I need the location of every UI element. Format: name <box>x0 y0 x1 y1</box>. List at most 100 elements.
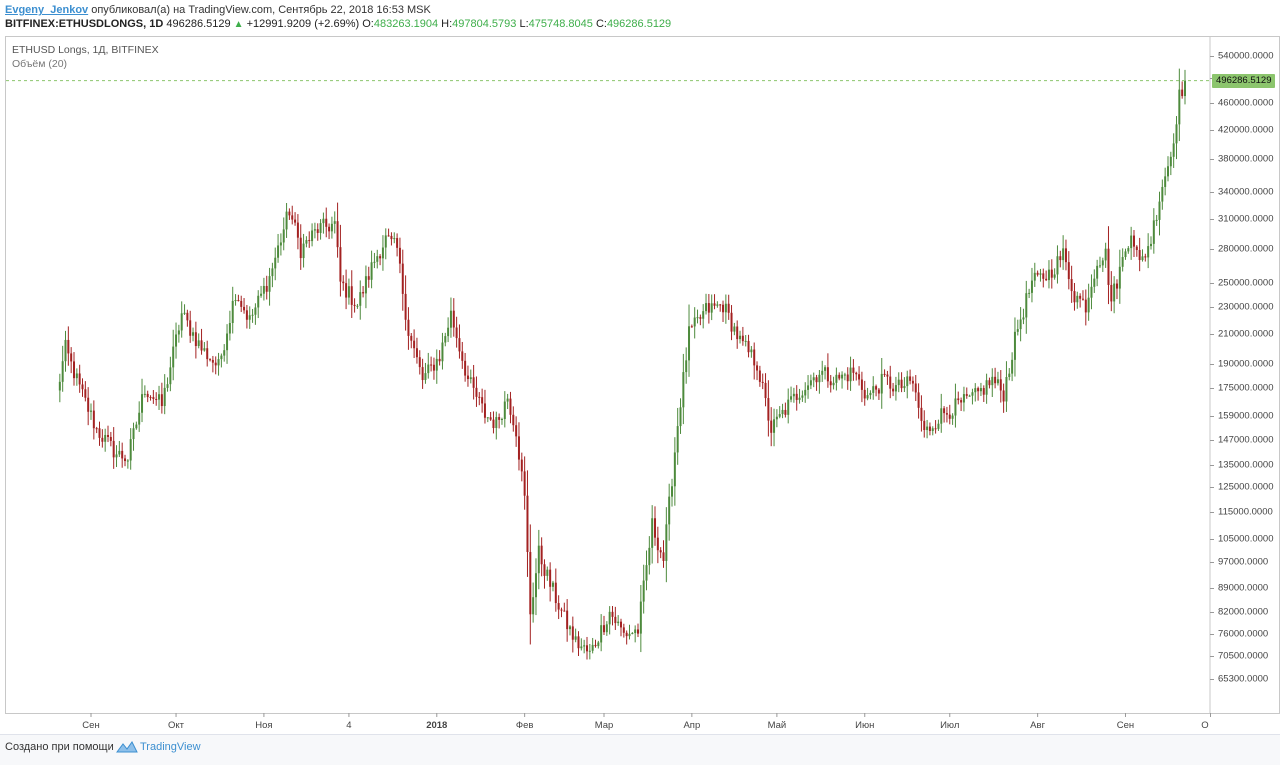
candle-body <box>1036 272 1039 275</box>
candle-body <box>832 382 835 386</box>
candle-body <box>396 238 399 248</box>
candle-body <box>957 398 960 401</box>
candle-body <box>1022 317 1025 320</box>
up-triangle-icon: ▲ <box>233 19 244 30</box>
candle-body <box>730 312 733 332</box>
candle-body <box>285 211 288 230</box>
candle-body <box>753 349 756 366</box>
price-tick-mark <box>1210 363 1214 365</box>
candle-body <box>274 257 277 269</box>
candle-body <box>880 373 883 394</box>
candle-body <box>999 379 1002 391</box>
candle-body <box>209 359 212 361</box>
candle-body <box>733 326 736 332</box>
candle-body <box>818 374 821 383</box>
candle-body <box>1079 295 1082 299</box>
candle-body <box>568 626 571 630</box>
candle-body <box>628 633 631 637</box>
candle-body <box>316 229 319 233</box>
candle-body <box>492 419 495 429</box>
price-tick-label: 540000.0000 <box>1218 50 1274 62</box>
candle-body <box>883 373 886 375</box>
candle-body <box>175 334 178 347</box>
price-tick-mark <box>1210 464 1214 466</box>
candle-body <box>146 393 149 398</box>
candle-body <box>549 569 552 587</box>
candle-body <box>741 335 744 342</box>
candle-body <box>330 223 333 232</box>
candle-body <box>90 410 93 412</box>
candle-body <box>415 348 418 358</box>
candle-body <box>197 340 200 347</box>
candle-body <box>200 340 203 351</box>
candle-body <box>345 283 348 298</box>
candle-body <box>152 397 155 399</box>
candle-body <box>994 376 997 384</box>
candle-body <box>608 611 611 625</box>
candle-body <box>115 454 118 458</box>
candle-body <box>251 314 254 316</box>
candle-body <box>64 339 67 362</box>
time-tick-label: О <box>1201 720 1209 731</box>
candle-body <box>537 545 540 574</box>
price-tick-label: 125000.0000 <box>1218 481 1274 493</box>
published-text: опубликовал(а) на TradingView.com, Сентя… <box>91 4 431 16</box>
candle-body <box>118 450 121 455</box>
candle-body <box>1130 235 1133 249</box>
candle-body <box>444 336 447 343</box>
candle-body <box>61 361 64 382</box>
candle-body <box>1056 256 1059 275</box>
candle-body <box>160 394 163 407</box>
candle-body <box>92 410 95 429</box>
candle-body <box>622 627 625 633</box>
price-tick-mark <box>1210 656 1214 658</box>
candle-body <box>985 380 988 395</box>
candle-body <box>920 407 923 421</box>
ohlc-line: BITFINEX:ETHUSDLONGS, 1D 496286.5129 ▲ +… <box>5 18 671 31</box>
candle-body <box>1113 283 1116 302</box>
candle-body <box>991 376 994 386</box>
price-tick-mark <box>1210 562 1214 564</box>
publication-header: Evgeny_Jenkov опубликовал(а) на TradingV… <box>0 0 1280 36</box>
candle-body <box>1013 331 1016 360</box>
candle-body <box>464 360 467 376</box>
candle-body <box>478 396 481 398</box>
price-tick-label: 230000.0000 <box>1218 301 1274 313</box>
price-tick-mark <box>1210 634 1214 636</box>
candle-body <box>506 398 509 402</box>
candle-body <box>169 367 172 385</box>
candle-body <box>835 374 838 383</box>
time-tick-label: Окт <box>168 720 185 731</box>
candle-body <box>404 293 407 320</box>
candle-body <box>75 373 78 379</box>
candle-body <box>1073 291 1076 303</box>
price-tick-mark <box>1210 55 1214 57</box>
candle-body <box>438 358 441 362</box>
candle-body <box>574 636 577 640</box>
tradingview-brand-link[interactable]: TradingView <box>140 741 201 753</box>
candle-body <box>815 377 818 383</box>
candle-body <box>1104 248 1107 261</box>
last-value: 496286.5129 <box>166 18 231 30</box>
candle-body <box>472 377 475 388</box>
candle-body <box>611 611 614 617</box>
candle-body <box>897 379 900 386</box>
price-tick-mark <box>1210 129 1214 131</box>
symbol-label: BITFINEX:ETHUSDLONGS, 1D <box>5 18 164 30</box>
candle-body <box>410 335 413 341</box>
candle-body <box>223 350 226 356</box>
candle-body <box>846 374 849 382</box>
candle-body <box>682 372 685 408</box>
candle-body <box>645 565 648 581</box>
author-link[interactable]: Evgeny_Jenkov <box>5 4 89 16</box>
candle-body <box>231 300 234 324</box>
candle-body <box>889 376 892 389</box>
candle-body <box>795 393 798 400</box>
price-tick-mark <box>1210 282 1214 284</box>
candle-body <box>554 582 557 604</box>
candle-body <box>183 312 186 314</box>
time-tick-label: Сен <box>82 720 100 731</box>
price-tick-label: 175000.0000 <box>1218 382 1274 394</box>
price-tick-mark <box>1210 334 1214 336</box>
